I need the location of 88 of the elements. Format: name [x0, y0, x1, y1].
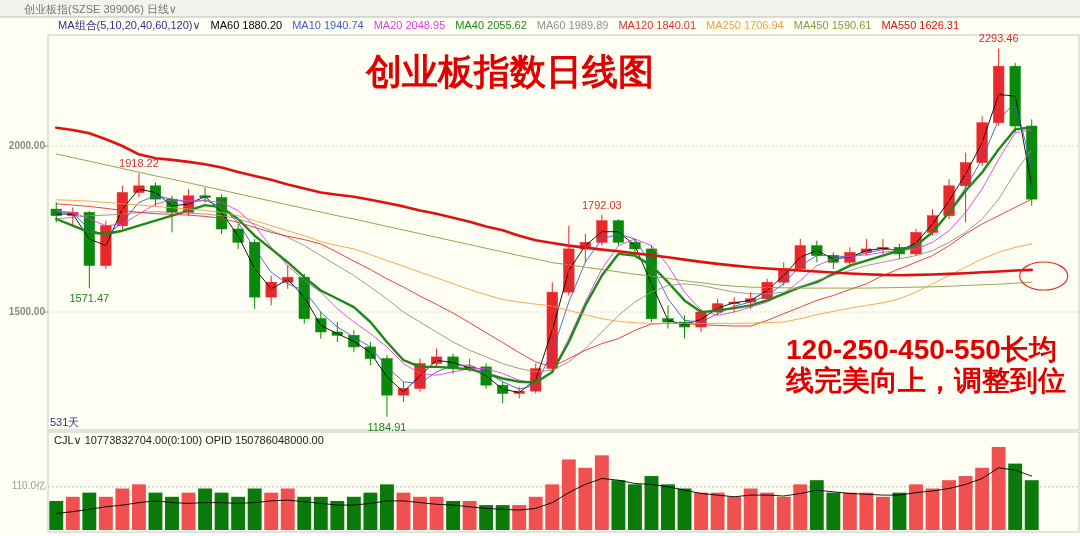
bar	[363, 492, 378, 530]
bar	[859, 492, 874, 530]
bar	[280, 488, 295, 530]
bar	[231, 496, 246, 530]
candlestick	[249, 238, 261, 310]
bar	[809, 480, 824, 530]
bar	[909, 484, 923, 530]
text: MA450 1590.61	[793, 19, 872, 31]
bar	[98, 496, 113, 530]
bar	[82, 492, 97, 530]
text: MA60 1989.89	[536, 19, 609, 31]
bar	[115, 488, 130, 530]
bar	[198, 488, 213, 530]
chart-subtitle: 创业板指(SZSE 399006) 日线∨	[24, 3, 177, 15]
bar	[578, 467, 593, 530]
line-series	[55, 153, 1033, 289]
bar	[594, 455, 609, 530]
text: 创业板指数日线图	[365, 51, 654, 92]
bar	[760, 492, 775, 530]
bar	[710, 492, 725, 530]
bar	[181, 492, 196, 530]
bar	[875, 496, 890, 530]
bar	[446, 500, 461, 530]
bar	[925, 488, 940, 530]
bar	[313, 496, 328, 530]
bar	[975, 467, 990, 530]
candlestick	[315, 311, 327, 340]
bar	[627, 484, 642, 530]
annotation: 1184.91	[367, 420, 407, 433]
bar	[958, 476, 973, 530]
bar	[1024, 480, 1039, 530]
annotation: 2293.46	[978, 32, 1019, 45]
bar	[65, 496, 80, 530]
annotation: 531天	[50, 416, 80, 428]
y-tick-label: 1500.00	[8, 305, 46, 317]
bar	[49, 500, 64, 530]
text: MA10 1940.74	[292, 19, 364, 31]
bar	[247, 488, 262, 530]
bar	[165, 496, 179, 530]
bar	[694, 492, 709, 530]
candlestick	[1009, 62, 1021, 134]
bar	[826, 492, 841, 530]
candlestick	[993, 47, 1005, 127]
bar	[379, 484, 394, 530]
bar	[991, 447, 1006, 530]
bar	[776, 496, 791, 530]
bar	[330, 500, 345, 530]
ref-line-label: 110.0亿	[11, 480, 46, 492]
bar	[661, 484, 675, 530]
chart-subtitle: CJL∨ 10773832704.00(0:100) OPID 150786048000.00	[54, 434, 324, 446]
text: MA550 1626.31	[881, 19, 960, 31]
y-tick-label: 2000.00	[8, 139, 46, 151]
text: MA20 2048.95	[373, 19, 446, 31]
bar	[512, 505, 527, 530]
annotation: 1792.03	[581, 199, 622, 212]
bar	[297, 496, 312, 530]
bar	[793, 484, 808, 530]
text: MA40 2055.62	[455, 19, 527, 31]
bar	[743, 488, 758, 530]
bar	[727, 496, 742, 530]
bar	[545, 484, 560, 530]
bar	[214, 492, 229, 530]
bar	[644, 476, 659, 530]
bar	[528, 496, 543, 530]
text: MA250 1706.94	[706, 19, 784, 31]
annotation: 1571.47	[69, 292, 110, 305]
text: MA120 1840.01	[618, 19, 697, 31]
bar	[611, 480, 626, 530]
bar	[942, 480, 957, 530]
bar	[429, 496, 444, 530]
candlestick	[662, 304, 674, 330]
bar	[561, 459, 576, 530]
bar	[495, 505, 510, 530]
bar	[842, 492, 857, 530]
text: MA组合(5,10,20,40,60,120)∨	[58, 19, 201, 31]
candlestick	[563, 225, 575, 296]
bar	[264, 492, 279, 530]
bar	[462, 500, 477, 530]
bar	[413, 496, 427, 530]
candlestick	[265, 275, 277, 306]
annotation: 120-250-450-550长均线完美向上，调整到位	[786, 334, 1067, 396]
text: MA60 1880.20	[210, 19, 283, 31]
bar	[131, 484, 146, 530]
bar	[677, 488, 692, 530]
bar	[1008, 463, 1023, 530]
bar	[346, 496, 361, 530]
annotation: 1918.22	[119, 157, 159, 170]
bar	[479, 505, 494, 530]
